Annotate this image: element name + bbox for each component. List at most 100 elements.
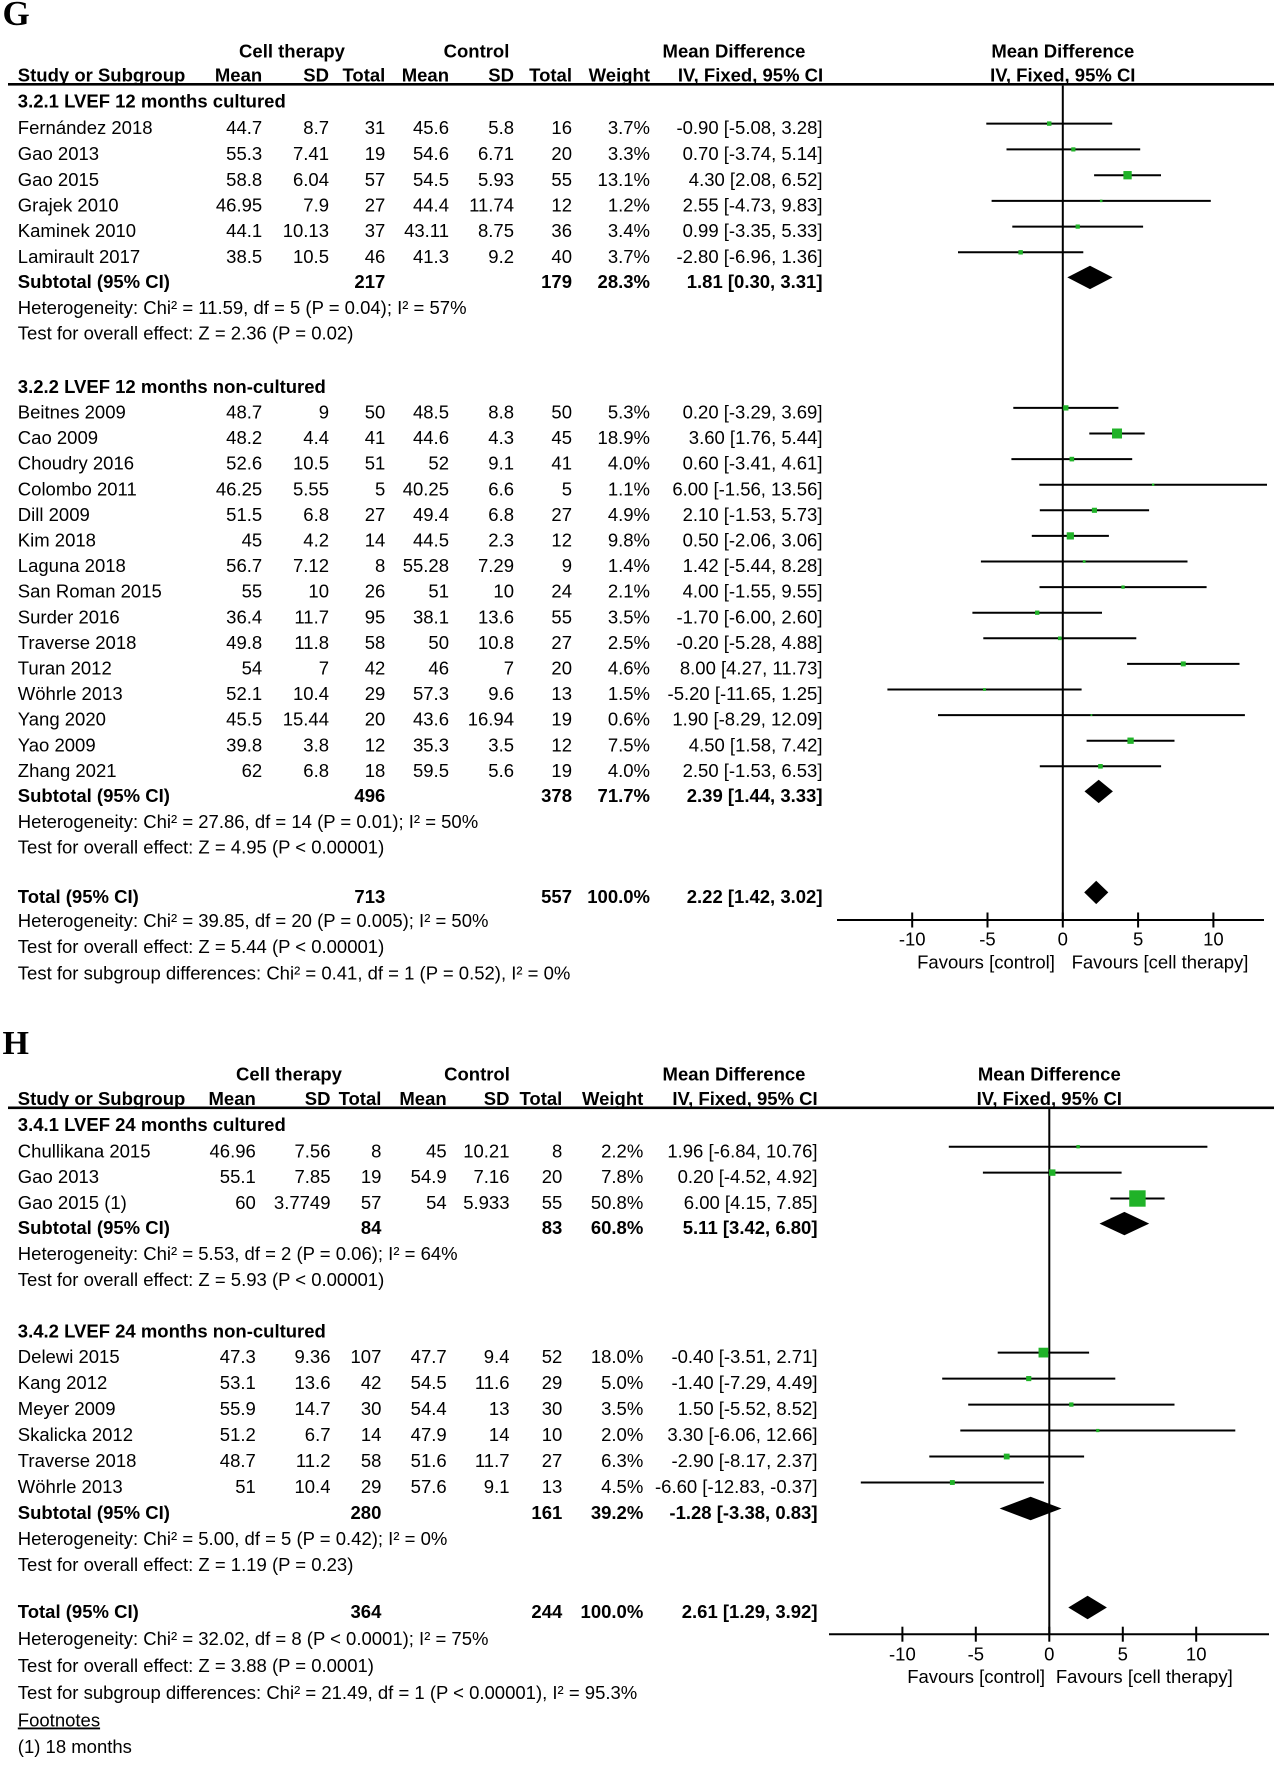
svg-text:6.04: 6.04 bbox=[293, 169, 329, 190]
svg-text:27: 27 bbox=[542, 1450, 563, 1471]
svg-text:8.7: 8.7 bbox=[303, 117, 329, 138]
svg-text:Test for overall effect: Z = 5: Test for overall effect: Z = 5.44 (P < 0… bbox=[18, 936, 384, 957]
svg-text:0.99 [-3.35, 5.33]: 0.99 [-3.35, 5.33] bbox=[683, 220, 823, 241]
svg-text:12: 12 bbox=[365, 734, 386, 755]
svg-text:3.7%: 3.7% bbox=[608, 246, 650, 267]
svg-text:16.94: 16.94 bbox=[468, 709, 514, 730]
svg-text:3.4.1 LVEF 24 months cultured: 3.4.1 LVEF 24 months cultured bbox=[18, 1114, 286, 1135]
svg-text:9.6: 9.6 bbox=[488, 683, 514, 704]
svg-text:2.10 [-1.53, 5.73]: 2.10 [-1.53, 5.73] bbox=[683, 504, 823, 525]
svg-text:Cell therapy: Cell therapy bbox=[236, 1064, 343, 1085]
svg-text:12: 12 bbox=[551, 734, 572, 755]
svg-text:IV, Fixed, 95% CI: IV, Fixed, 95% CI bbox=[977, 1088, 1122, 1109]
svg-text:37: 37 bbox=[365, 220, 386, 241]
svg-text:SD: SD bbox=[303, 64, 329, 85]
svg-text:4.2: 4.2 bbox=[303, 530, 329, 551]
svg-text:5.11 [3.42, 6.80]: 5.11 [3.42, 6.80] bbox=[683, 1217, 818, 1238]
svg-text:Mean: Mean bbox=[402, 64, 449, 85]
svg-text:364: 364 bbox=[351, 1601, 383, 1622]
svg-text:6.6: 6.6 bbox=[488, 478, 514, 499]
svg-text:2.2%: 2.2% bbox=[601, 1140, 643, 1161]
svg-text:7.29: 7.29 bbox=[478, 555, 514, 576]
svg-text:54: 54 bbox=[242, 658, 263, 679]
svg-text:2.1%: 2.1% bbox=[608, 581, 650, 602]
svg-text:Favours [cell therapy]: Favours [cell therapy] bbox=[1056, 1666, 1233, 1687]
svg-text:2.39 [1.44, 3.33]: 2.39 [1.44, 3.33] bbox=[687, 785, 823, 806]
svg-text:Mean: Mean bbox=[209, 1088, 256, 1109]
svg-text:244: 244 bbox=[531, 1601, 563, 1622]
svg-text:Grajek 2010: Grajek 2010 bbox=[18, 195, 119, 216]
svg-text:45: 45 bbox=[242, 530, 263, 551]
svg-text:3.4.2 LVEF 24 months non-cultu: 3.4.2 LVEF 24 months non-cultured bbox=[18, 1320, 326, 1341]
svg-text:51.2: 51.2 bbox=[220, 1424, 256, 1445]
svg-text:20: 20 bbox=[542, 1166, 563, 1187]
svg-text:Heterogeneity: Chi² = 5.00, df: Heterogeneity: Chi² = 5.00, df = 5 (P = … bbox=[18, 1528, 448, 1549]
svg-text:47.3: 47.3 bbox=[220, 1346, 256, 1367]
svg-text:10.4: 10.4 bbox=[294, 1476, 330, 1497]
svg-text:20: 20 bbox=[551, 658, 572, 679]
svg-text:35.3: 35.3 bbox=[413, 734, 449, 755]
svg-text:Gao 2015: Gao 2015 bbox=[18, 169, 99, 190]
svg-text:58.8: 58.8 bbox=[226, 169, 262, 190]
svg-text:4.0%: 4.0% bbox=[608, 453, 650, 474]
svg-text:28.3%: 28.3% bbox=[598, 271, 650, 292]
svg-text:19: 19 bbox=[365, 143, 386, 164]
svg-text:3.30 [-6.06, 12.66]: 3.30 [-6.06, 12.66] bbox=[667, 1424, 817, 1445]
svg-text:Zhang 2021: Zhang 2021 bbox=[18, 760, 117, 781]
svg-text:Total: Total bbox=[339, 1088, 382, 1109]
svg-text:Turan 2012: Turan 2012 bbox=[18, 658, 112, 679]
svg-text:51: 51 bbox=[235, 1476, 256, 1497]
svg-text:19: 19 bbox=[361, 1166, 382, 1187]
svg-text:Fernández 2018: Fernández 2018 bbox=[18, 117, 153, 138]
svg-text:7.16: 7.16 bbox=[473, 1166, 509, 1187]
svg-text:Total: Total bbox=[519, 1088, 562, 1109]
svg-text:1.81 [0.30, 3.31]: 1.81 [0.30, 3.31] bbox=[687, 271, 823, 292]
svg-text:Gao 2013: Gao 2013 bbox=[18, 1166, 99, 1187]
svg-text:San Roman 2015: San Roman 2015 bbox=[18, 581, 162, 602]
svg-text:1.96 [-6.84, 10.76]: 1.96 [-6.84, 10.76] bbox=[667, 1140, 817, 1161]
svg-text:Mean: Mean bbox=[215, 64, 262, 85]
svg-text:60.8%: 60.8% bbox=[591, 1217, 643, 1238]
svg-text:58: 58 bbox=[365, 632, 386, 653]
svg-text:Study or Subgroup: Study or Subgroup bbox=[18, 1088, 186, 1109]
svg-text:4.4: 4.4 bbox=[303, 427, 329, 448]
svg-text:-10: -10 bbox=[899, 928, 926, 949]
svg-text:0: 0 bbox=[1044, 1643, 1054, 1664]
svg-text:4.6%: 4.6% bbox=[608, 658, 650, 679]
svg-text:Weight: Weight bbox=[582, 1088, 643, 1109]
svg-text:1.50 [-5.52, 8.52]: 1.50 [-5.52, 8.52] bbox=[678, 1398, 818, 1419]
svg-text:46: 46 bbox=[365, 246, 386, 267]
svg-text:11.7: 11.7 bbox=[294, 606, 329, 627]
svg-text:Yang 2020: Yang 2020 bbox=[18, 709, 106, 730]
svg-text:12: 12 bbox=[551, 195, 572, 216]
svg-text:4.00 [-1.55, 9.55]: 4.00 [-1.55, 9.55] bbox=[683, 581, 823, 602]
svg-text:55.3: 55.3 bbox=[226, 143, 262, 164]
svg-text:12: 12 bbox=[551, 530, 572, 551]
svg-text:48.5: 48.5 bbox=[413, 402, 449, 423]
svg-text:47.9: 47.9 bbox=[411, 1424, 447, 1445]
svg-text:557: 557 bbox=[541, 886, 572, 907]
svg-text:Kang 2012: Kang 2012 bbox=[18, 1372, 108, 1393]
svg-text:Lamirault 2017: Lamirault 2017 bbox=[18, 246, 140, 267]
svg-text:Subtotal (95% CI): Subtotal (95% CI) bbox=[18, 1217, 170, 1238]
svg-text:7: 7 bbox=[504, 658, 514, 679]
svg-text:Favours [cell therapy]: Favours [cell therapy] bbox=[1072, 952, 1249, 973]
svg-text:-10: -10 bbox=[889, 1643, 916, 1664]
svg-text:7.56: 7.56 bbox=[294, 1140, 330, 1161]
svg-text:10.8: 10.8 bbox=[478, 632, 514, 653]
svg-text:27: 27 bbox=[551, 632, 572, 653]
svg-text:48.2: 48.2 bbox=[226, 427, 262, 448]
svg-text:29: 29 bbox=[361, 1476, 382, 1497]
svg-text:14: 14 bbox=[489, 1424, 510, 1445]
svg-text:10.4: 10.4 bbox=[293, 683, 329, 704]
svg-text:8: 8 bbox=[371, 1140, 381, 1161]
svg-text:50: 50 bbox=[428, 632, 449, 653]
svg-text:7.8%: 7.8% bbox=[601, 1166, 643, 1187]
svg-text:41: 41 bbox=[551, 453, 572, 474]
svg-text:4.50 [1.58, 7.42]: 4.50 [1.58, 7.42] bbox=[689, 734, 823, 755]
svg-text:0: 0 bbox=[1058, 928, 1068, 949]
svg-text:58: 58 bbox=[361, 1450, 382, 1471]
svg-text:Heterogeneity: Chi² = 39.85, d: Heterogeneity: Chi² = 39.85, df = 20 (P … bbox=[18, 910, 489, 931]
svg-text:52.6: 52.6 bbox=[226, 453, 262, 474]
svg-text:5.55: 5.55 bbox=[293, 478, 329, 499]
